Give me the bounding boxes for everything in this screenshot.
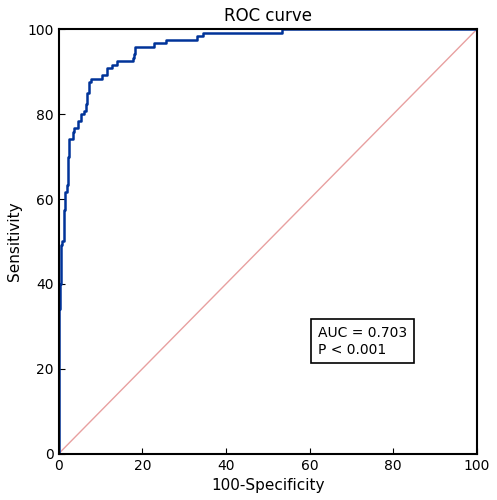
- Y-axis label: Sensitivity: Sensitivity: [7, 202, 22, 281]
- Title: ROC curve: ROC curve: [224, 7, 312, 25]
- X-axis label: 100-Specificity: 100-Specificity: [211, 478, 325, 493]
- Text: AUC = 0.703
P < 0.001: AUC = 0.703 P < 0.001: [318, 326, 407, 356]
